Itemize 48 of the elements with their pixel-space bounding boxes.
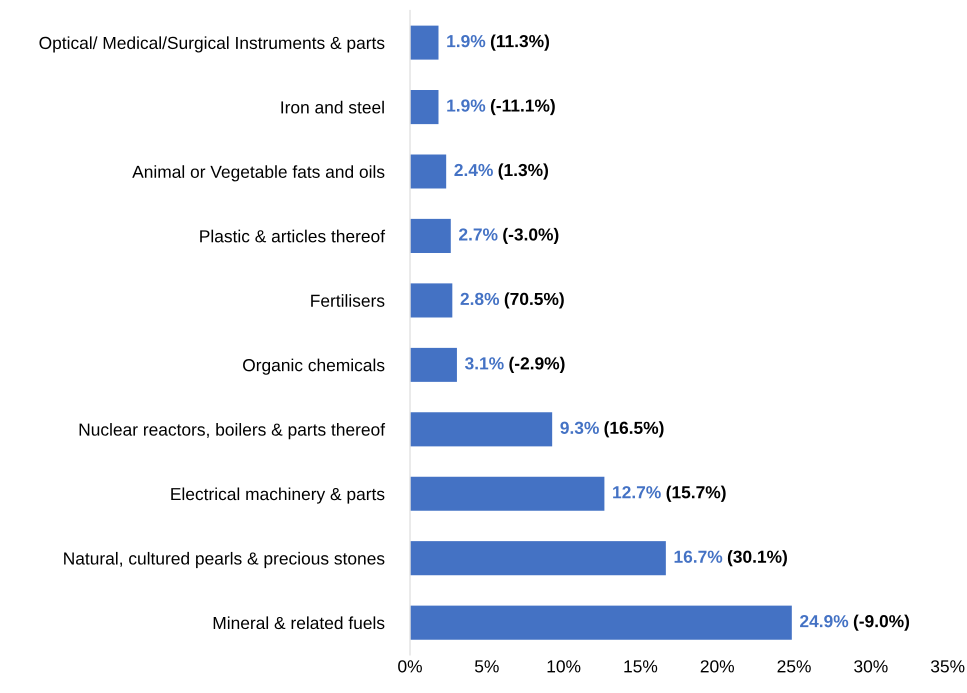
annotation: (30.1%) [728,550,787,566]
annotation: (16.5%) [604,421,664,438]
data-label: 2.7% [459,228,498,241]
y-tick-label: Electrical machinery & parts [171,487,384,504]
x-tick-label: 25% [778,660,811,672]
data-label: 2.4% [454,164,493,176]
data-label: 2.8% [460,292,500,306]
bar [410,88,440,126]
x-tick-label: 0% [398,660,422,672]
y-tick-label: Iron and steel [281,100,384,114]
y-tick-label: Animal or Vegetable fats and oils [132,165,384,182]
x-tick-label: 30% [854,660,888,672]
annotation: (11.3%) [490,34,550,51]
data-label: 16.7% [674,550,722,563]
annotation: (-9.0%) [854,614,910,631]
bar [410,282,454,319]
bar [410,410,554,448]
annotation: (-11.1%) [490,98,555,116]
x-tick-label: 20% [700,660,734,672]
y-tick-label: Natural, cultured pearls & precious stones [64,552,384,568]
x-tick-label: 5% [474,660,499,672]
data-label: 9.3% [560,422,599,434]
bar [410,540,668,577]
bar [410,475,606,512]
y-tick-label: Nuclear reactors, boilers & parts thereof [80,423,386,440]
annotation: (15.7%) [666,486,726,502]
annotation: (-2.9%) [509,356,565,373]
bar [410,218,452,254]
bar [410,24,440,62]
y-tick-label: Organic chemicals [243,358,384,375]
x-tick-label: 35% [930,660,964,672]
data-label: 24.9% [800,615,848,628]
data-label: 1.9% [447,34,486,48]
y-tick-label: Optical/ Medical/Surgical Instruments & parts [39,36,384,53]
annotation: (-3.0%) [503,228,558,244]
data-label: 1.9% [447,99,486,112]
bar [410,604,794,642]
y-tick-label: Plastic & articles thereof [200,230,386,242]
annotation: (1.3%) [498,163,548,180]
x-tick-label: 10% [548,660,580,672]
annotation: (70.5%) [504,292,564,309]
y-tick-label: Fertilisers [311,294,384,307]
bar [410,153,448,190]
x-tick-label: 15% [624,660,658,672]
y-tick-label: Mineral & related fuels [214,616,384,630]
data-label: 12.7% [613,486,661,498]
data-label: 3.1% [464,357,504,370]
bar [410,346,458,384]
